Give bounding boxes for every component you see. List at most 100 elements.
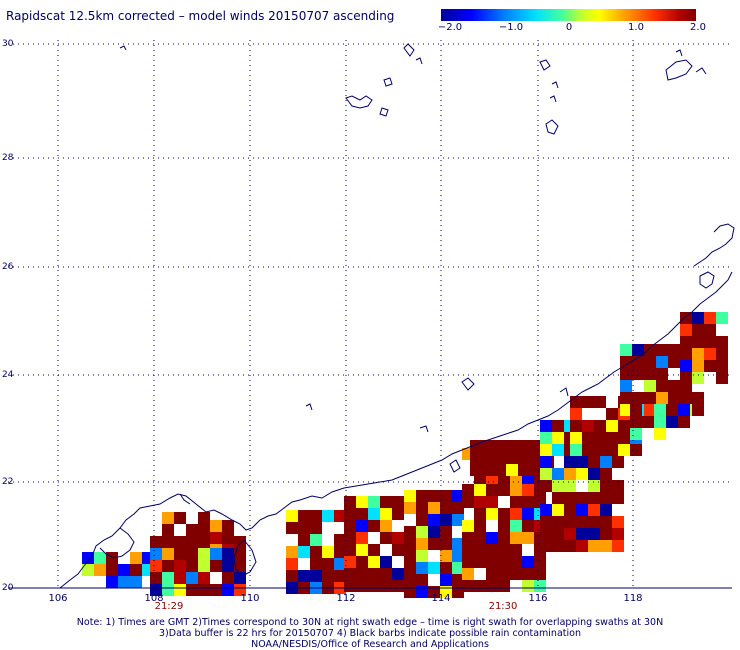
wind-cell	[582, 432, 594, 444]
wind-cell	[404, 562, 416, 574]
wind-cell	[630, 428, 642, 440]
wind-cell	[618, 444, 630, 456]
wind-cell	[540, 432, 552, 444]
wind-cell	[564, 516, 576, 528]
wind-cell	[600, 468, 612, 480]
wind-cell	[222, 532, 234, 544]
lat-tick-label: 20	[2, 583, 14, 593]
wind-cell	[150, 572, 162, 584]
wind-cell	[462, 532, 474, 544]
wind-cell	[522, 568, 534, 580]
wind-cell	[344, 520, 356, 532]
lon-tick-label: 114	[431, 593, 451, 604]
wind-cell	[440, 586, 452, 598]
wind-cell	[162, 560, 174, 572]
wind-cell	[612, 492, 624, 504]
wind-cell	[234, 584, 246, 596]
wind-cell	[452, 574, 464, 586]
wind-cell	[588, 468, 600, 480]
wind-cell	[588, 480, 600, 492]
wind-cell	[428, 514, 440, 526]
wind-cell	[174, 560, 186, 572]
wind-cell	[162, 512, 174, 524]
wind-cell	[198, 572, 210, 584]
wind-cell	[404, 550, 416, 562]
wind-cell	[310, 570, 322, 582]
wind-cell	[298, 510, 310, 522]
wind-cell	[620, 392, 632, 404]
wind-cell	[368, 508, 380, 520]
wind-cell	[576, 492, 588, 504]
wind-cell	[612, 480, 624, 492]
wind-cell	[380, 568, 392, 580]
wind-cell	[344, 556, 356, 568]
wind-cell	[322, 510, 334, 522]
map-title: Rapidscat 12.5km corrected – model winds…	[6, 9, 395, 23]
wind-cell	[106, 552, 118, 564]
wind-cell	[534, 556, 546, 568]
wind-cell	[540, 516, 552, 528]
wind-cell	[310, 522, 322, 534]
wind-cell	[704, 360, 716, 372]
wind-cell	[310, 510, 322, 522]
wind-cell	[222, 584, 234, 596]
wind-cell	[474, 496, 486, 508]
wind-cell	[150, 536, 162, 548]
wind-cell	[522, 484, 534, 496]
wind-cell	[356, 544, 368, 556]
wind-cell	[570, 396, 582, 408]
wind-cell	[620, 356, 632, 368]
wind-cell	[530, 464, 542, 476]
wind-cell	[174, 512, 186, 524]
wind-cell	[452, 514, 464, 526]
wind-cell	[150, 584, 162, 596]
wind-cell	[540, 528, 552, 540]
wind-cell	[506, 452, 518, 464]
wind-cell	[552, 420, 564, 432]
wind-cell	[474, 544, 486, 556]
wind-cell	[210, 520, 222, 532]
wind-cell	[644, 368, 656, 380]
wind-cell	[668, 380, 680, 392]
wind-cell	[680, 360, 692, 372]
lat-tick-label: 24	[2, 370, 14, 380]
wind-cell	[494, 452, 506, 464]
wind-cell	[692, 348, 704, 360]
wind-cell	[540, 420, 552, 432]
wind-cell	[482, 464, 494, 476]
wind-cell	[498, 520, 510, 532]
wind-cell	[564, 468, 576, 480]
wind-cell	[474, 580, 486, 592]
wind-cell	[210, 548, 222, 560]
wind-cell	[470, 464, 482, 476]
wind-cell	[620, 368, 632, 380]
lon-tick-label: 110	[240, 593, 260, 604]
wind-cell	[162, 572, 174, 584]
wind-cell	[510, 496, 522, 508]
wind-cell	[344, 496, 356, 508]
wind-cell	[540, 468, 552, 480]
wind-cell	[222, 548, 234, 560]
wind-cell	[298, 570, 310, 582]
wind-cell	[510, 568, 522, 580]
wind-cell	[716, 336, 728, 348]
wind-cell	[510, 544, 522, 556]
wind-cell	[606, 408, 618, 420]
wind-cell	[530, 452, 542, 464]
wind-cell	[534, 568, 546, 580]
wind-cell	[392, 496, 404, 508]
wind-cell	[440, 538, 452, 550]
wind-cell	[564, 504, 576, 516]
wind-cell	[620, 404, 632, 416]
wind-cell	[630, 444, 642, 456]
wind-cell	[606, 444, 618, 456]
wind-cell	[540, 504, 552, 516]
graticule	[8, 40, 732, 589]
wind-cell	[162, 548, 174, 560]
wind-cell	[498, 484, 510, 496]
wind-cell	[552, 540, 564, 552]
wind-cell	[486, 508, 498, 520]
wind-cell	[704, 348, 716, 360]
wind-cell	[186, 560, 198, 572]
wind-cell	[552, 444, 564, 456]
